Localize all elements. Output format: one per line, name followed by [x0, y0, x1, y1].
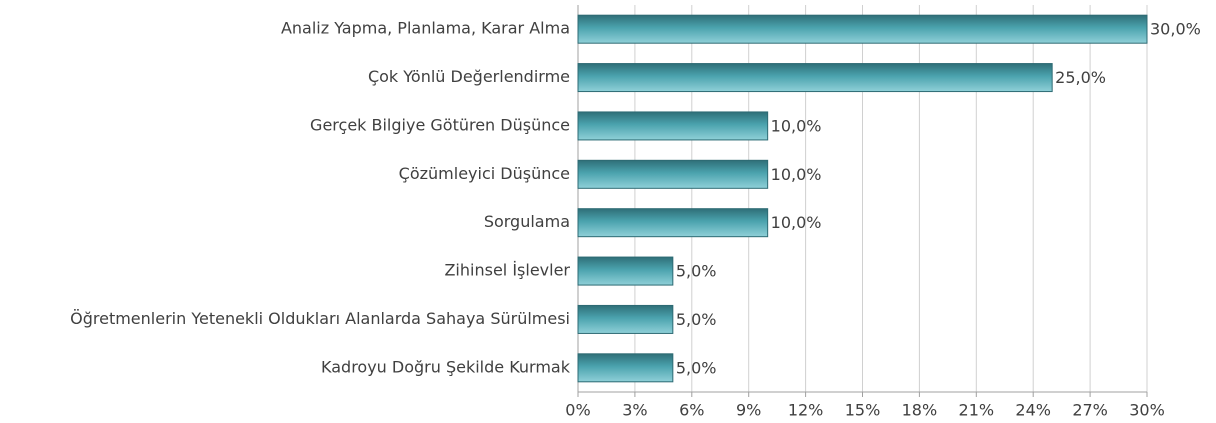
data-label: 30,0%: [1150, 20, 1201, 39]
x-tick-label: 18%: [902, 401, 938, 420]
y-tick-label: Çözümleyici Düşünce: [399, 164, 570, 183]
x-tick-label: 12%: [788, 401, 824, 420]
y-tick-label: Kadroyu Doğru Şekilde Kurmak: [321, 357, 571, 376]
y-tick-label: Zihinsel İşlevler: [444, 261, 570, 280]
bar: [577, 14, 1148, 44]
x-tick-label: 24%: [1015, 401, 1051, 420]
y-tick-label: Analiz Yapma, Planlama, Karar Alma: [281, 19, 570, 38]
y-tick-label: Sorgulama: [484, 212, 570, 231]
x-tick-label: 0%: [565, 401, 590, 420]
x-tick-label: 27%: [1072, 401, 1108, 420]
bar: [577, 353, 674, 383]
data-label: 5,0%: [676, 310, 717, 329]
x-tick-label: 6%: [679, 401, 704, 420]
x-tick-label: 30%: [1129, 401, 1165, 420]
x-tick-label: 21%: [959, 401, 995, 420]
bar: [577, 208, 769, 238]
y-tick-label: Öğretmenlerin Yetenekli Oldukları Alanla…: [70, 309, 570, 328]
x-tick-label: 15%: [845, 401, 881, 420]
data-label: 10,0%: [771, 165, 822, 184]
y-tick-label: Çok Yönlü Değerlendirme: [368, 67, 570, 86]
x-tick-label: 9%: [736, 401, 761, 420]
data-label: 10,0%: [771, 116, 822, 135]
bar: [577, 256, 674, 286]
data-label: 5,0%: [676, 358, 717, 377]
data-label: 10,0%: [771, 213, 822, 232]
x-tick-label: 3%: [622, 401, 647, 420]
bar: [577, 304, 674, 334]
data-label: 5,0%: [676, 262, 717, 281]
bar: [577, 159, 769, 189]
data-label: 25,0%: [1055, 68, 1106, 87]
bar: [577, 63, 1053, 93]
y-tick-label: Gerçek Bilgiye Götüren Düşünce: [310, 115, 570, 134]
bar: [577, 111, 769, 141]
